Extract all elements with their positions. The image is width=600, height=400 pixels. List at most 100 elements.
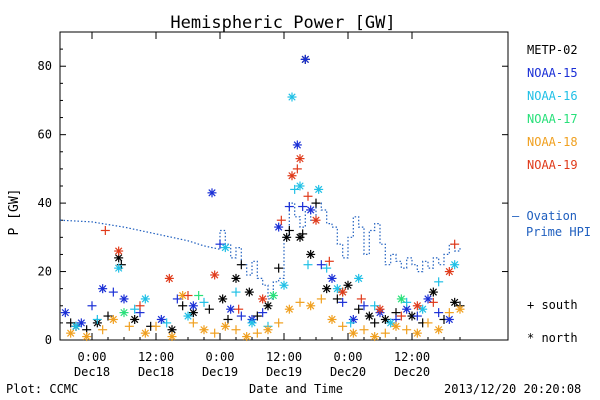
north-point (412, 328, 422, 338)
x-tick-label-time: 12:00 (266, 350, 302, 364)
north-point (119, 308, 129, 318)
north-point (391, 321, 401, 331)
south-point (284, 202, 294, 212)
north-point (108, 314, 118, 324)
north-point (114, 246, 124, 256)
south-point (223, 314, 233, 324)
south-point (100, 225, 110, 235)
x-tick-label-time: 12:00 (138, 350, 174, 364)
north-point (412, 301, 422, 311)
south-point (412, 311, 422, 321)
north-point (231, 273, 241, 283)
north-point (306, 249, 316, 259)
x-tick-label-time: 0:00 (334, 350, 363, 364)
y-axis-label: P [GW] (7, 189, 22, 236)
south-point (172, 294, 182, 304)
north-point (130, 314, 140, 324)
north-point (450, 297, 460, 307)
south-point (135, 301, 145, 311)
north-point (98, 284, 108, 294)
north-point (76, 318, 86, 328)
south-point (215, 239, 225, 249)
north-point (423, 294, 433, 304)
south-point (92, 314, 102, 324)
north-point (348, 328, 358, 338)
north-point (263, 325, 273, 335)
x-tick-label-date: Dec19 (266, 365, 302, 379)
north-point (386, 318, 396, 328)
north-point (332, 284, 342, 294)
south-point (370, 301, 380, 311)
north-point (242, 332, 252, 342)
south-point (98, 325, 108, 335)
south-point (199, 297, 209, 307)
north-point (434, 325, 444, 335)
south-point (338, 297, 348, 307)
north-point (247, 318, 257, 328)
north-point (428, 287, 438, 297)
south-point (292, 164, 302, 174)
legend-entry: NOAA-16 (527, 89, 578, 103)
north-point (450, 260, 460, 270)
south-point (204, 304, 214, 314)
north-point (314, 184, 324, 194)
south-point (231, 325, 241, 335)
north-point (140, 328, 150, 338)
north-point (300, 54, 310, 64)
north-point (338, 287, 348, 297)
south-point (402, 325, 412, 335)
y-tick-label: 40 (38, 196, 52, 210)
north-point (60, 308, 70, 318)
north-point (244, 287, 254, 297)
south-point (311, 198, 321, 208)
north-point (444, 267, 454, 277)
north-point (327, 273, 337, 283)
north-point (268, 291, 278, 301)
north-point (263, 301, 273, 311)
south-point (274, 318, 284, 328)
y-tick-label: 80 (38, 59, 52, 73)
north-point (114, 253, 124, 263)
north-point (82, 332, 92, 342)
north-point (327, 314, 337, 324)
north-point (444, 314, 454, 324)
north-point (199, 325, 209, 335)
south-point (359, 325, 369, 335)
north-point (284, 304, 294, 314)
south-point (370, 318, 380, 328)
south-point (178, 301, 188, 311)
south-point (423, 318, 433, 328)
x-axis: 0:00Dec1812:00Dec180:00Dec1912:00Dec190:… (74, 32, 461, 379)
south-point (324, 256, 334, 266)
south-point (396, 311, 406, 321)
north-point (306, 205, 316, 215)
north-point (364, 311, 374, 321)
north-point (279, 280, 289, 290)
north-point (396, 294, 406, 304)
south-point (252, 328, 262, 338)
south-point (194, 291, 204, 301)
x-tick-label-date: Dec20 (330, 365, 366, 379)
north-point (343, 280, 353, 290)
south-marker-note: + south (527, 298, 578, 312)
south-point (103, 311, 113, 321)
south-point (183, 291, 193, 301)
x-tick-label-date: Dec18 (138, 365, 174, 379)
ovation-legend-line2: Prime HPI (526, 225, 592, 239)
south-point (316, 294, 326, 304)
north-point (282, 232, 292, 242)
north-point (188, 308, 198, 318)
north-point (207, 188, 217, 198)
south-point (434, 277, 444, 287)
south-point (151, 321, 161, 331)
south-point (444, 308, 454, 318)
data-points (60, 54, 465, 342)
legend-entry: NOAA-19 (527, 158, 578, 172)
south-point (108, 287, 118, 297)
x-tick-label-date: Dec20 (394, 365, 430, 379)
north-point (183, 311, 193, 321)
x-axis-label: Date and Time (249, 382, 343, 396)
north-point (311, 215, 321, 225)
south-point (356, 294, 366, 304)
